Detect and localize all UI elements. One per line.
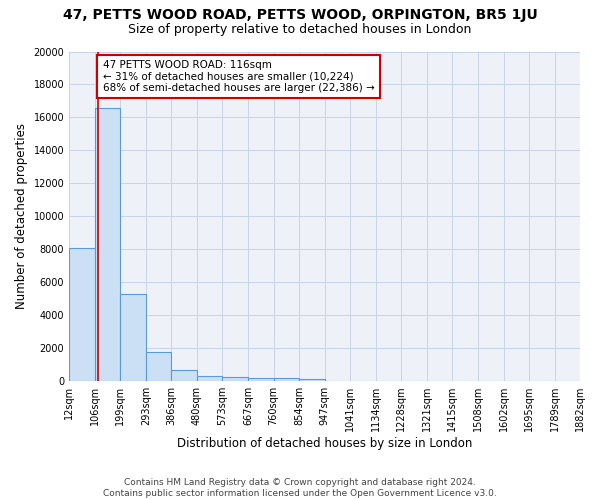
Bar	[146, 352, 172, 381]
Bar	[120, 294, 146, 381]
Text: Size of property relative to detached houses in London: Size of property relative to detached ho…	[128, 22, 472, 36]
Y-axis label: Number of detached properties: Number of detached properties	[15, 124, 28, 310]
Text: Contains HM Land Registry data © Crown copyright and database right 2024.
Contai: Contains HM Land Registry data © Crown c…	[103, 478, 497, 498]
Bar	[223, 378, 248, 381]
Bar	[197, 376, 223, 381]
X-axis label: Distribution of detached houses by size in London: Distribution of detached houses by size …	[177, 437, 472, 450]
Bar	[69, 248, 95, 381]
Bar	[274, 378, 299, 381]
Bar	[95, 108, 120, 381]
Bar	[248, 378, 274, 381]
Text: 47, PETTS WOOD ROAD, PETTS WOOD, ORPINGTON, BR5 1JU: 47, PETTS WOOD ROAD, PETTS WOOD, ORPINGT…	[62, 8, 538, 22]
Bar	[172, 370, 197, 381]
Text: 47 PETTS WOOD ROAD: 116sqm
← 31% of detached houses are smaller (10,224)
68% of : 47 PETTS WOOD ROAD: 116sqm ← 31% of deta…	[103, 60, 374, 93]
Bar	[299, 378, 325, 381]
